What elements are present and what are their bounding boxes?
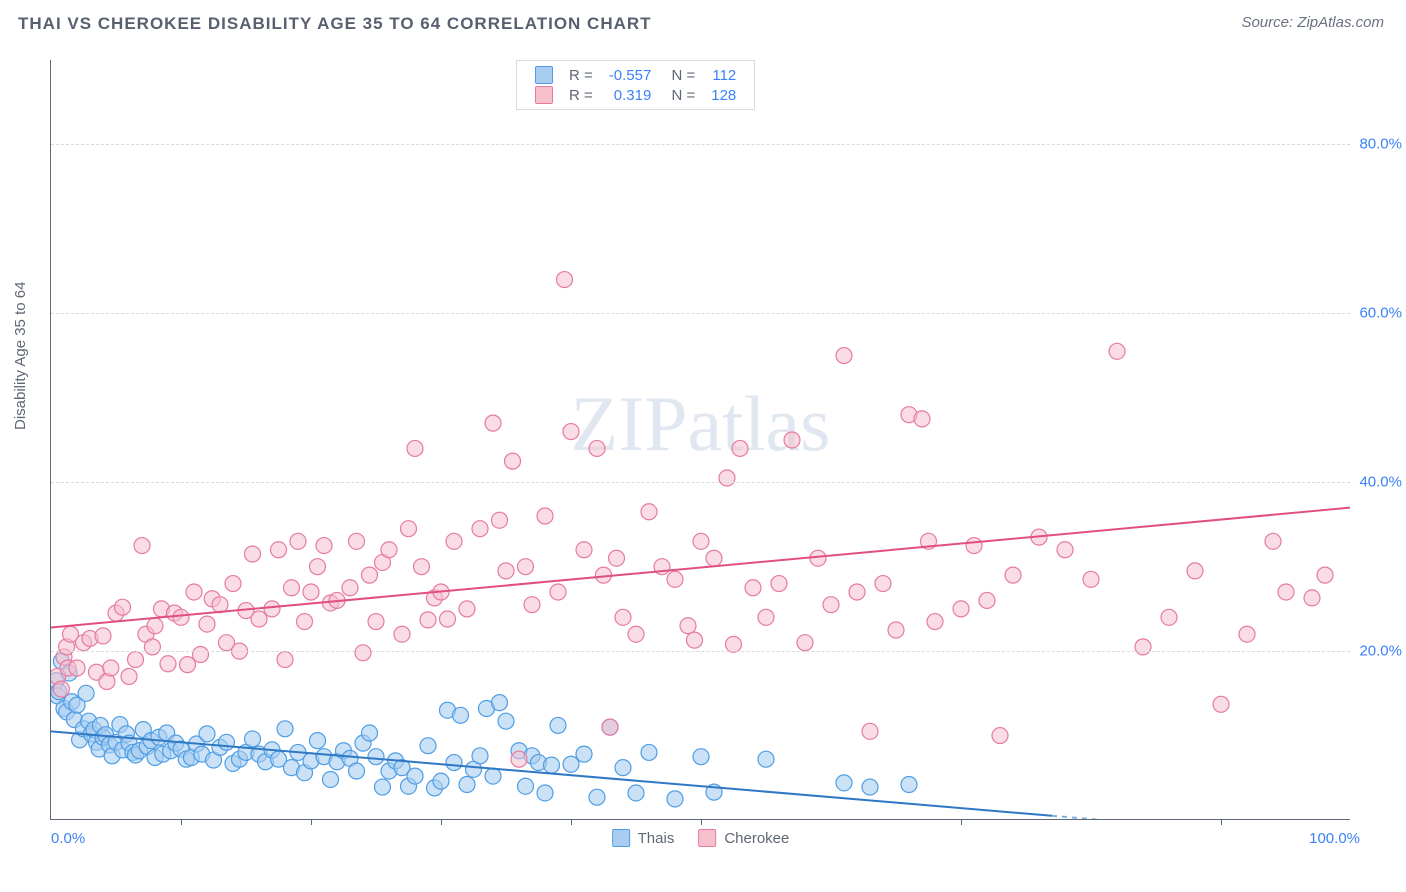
x-tick <box>441 819 442 825</box>
series-label-cherokee: Cherokee <box>724 830 789 847</box>
x-tick <box>701 819 702 825</box>
chart-svg <box>51 60 1350 819</box>
y-tick-label: 80.0% <box>1359 136 1402 153</box>
legend-swatch-cherokee <box>535 86 553 104</box>
y-tick-label: 60.0% <box>1359 305 1402 322</box>
gridline <box>51 482 1350 483</box>
y-tick-label: 40.0% <box>1359 474 1402 491</box>
correlation-legend: R =-0.557 N =112 R =0.319 N =128 <box>516 60 755 110</box>
gridline <box>51 651 1350 652</box>
y-axis-title: Disability Age 35 to 64 <box>12 282 29 430</box>
swatch-cherokee-icon <box>698 829 716 847</box>
x-tick <box>311 819 312 825</box>
source-label: Source: ZipAtlas.com <box>1241 14 1384 31</box>
x-tick <box>571 819 572 825</box>
series-label-thais: Thais <box>638 830 675 847</box>
chart-title: THAI VS CHEROKEE DISABILITY AGE 35 TO 64… <box>18 14 652 34</box>
y-tick-label: 20.0% <box>1359 643 1402 660</box>
x-tick <box>961 819 962 825</box>
legend-swatch-thais <box>535 66 553 84</box>
x-axis-start-label: 0.0% <box>51 830 85 847</box>
series-legend: Thais Cherokee <box>612 829 790 847</box>
x-tick <box>1221 819 1222 825</box>
x-axis-end-label: 100.0% <box>1309 830 1360 847</box>
watermark: ZIPatlas <box>571 379 831 469</box>
plot-area: ZIPatlas R =-0.557 N =112 R =0.319 N =12… <box>50 60 1350 820</box>
swatch-thais-icon <box>612 829 630 847</box>
x-tick <box>181 819 182 825</box>
gridline <box>51 313 1350 314</box>
gridline <box>51 144 1350 145</box>
